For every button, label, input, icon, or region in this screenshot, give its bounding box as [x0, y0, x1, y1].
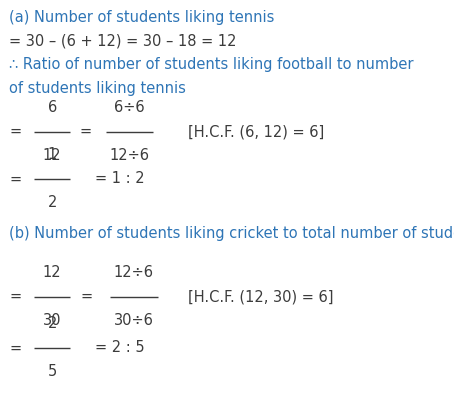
- Text: 1: 1: [48, 147, 57, 162]
- Text: [H.C.F. (6, 12) = 6]: [H.C.F. (6, 12) = 6]: [188, 124, 325, 139]
- Text: = 1 : 2: = 1 : 2: [95, 171, 145, 186]
- Text: =: =: [9, 124, 21, 139]
- Text: 6: 6: [48, 100, 57, 115]
- Text: 5: 5: [48, 364, 57, 379]
- Text: =: =: [9, 340, 21, 355]
- Text: 2: 2: [48, 195, 57, 210]
- Text: =: =: [9, 289, 21, 304]
- Text: 6÷6: 6÷6: [114, 100, 145, 115]
- Text: (a) Number of students liking tennis: (a) Number of students liking tennis: [9, 10, 275, 25]
- Text: 12÷6: 12÷6: [109, 148, 149, 163]
- Text: =: =: [81, 289, 93, 304]
- Text: (b) Number of students liking cricket to total number of students: (b) Number of students liking cricket to…: [9, 226, 454, 241]
- Text: [H.C.F. (12, 30) = 6]: [H.C.F. (12, 30) = 6]: [188, 289, 334, 304]
- Text: 12: 12: [43, 148, 62, 163]
- Text: 2: 2: [48, 316, 57, 331]
- Text: = 30 – (6 + 12) = 30 – 18 = 12: = 30 – (6 + 12) = 30 – 18 = 12: [9, 34, 237, 49]
- Text: 30: 30: [43, 313, 61, 328]
- Text: =: =: [9, 171, 21, 186]
- Text: = 2 : 5: = 2 : 5: [95, 340, 145, 355]
- Text: 12: 12: [43, 265, 62, 280]
- Text: ∴ Ratio of number of students liking football to number: ∴ Ratio of number of students liking foo…: [9, 57, 414, 72]
- Text: 12÷6: 12÷6: [114, 265, 154, 280]
- Text: of students liking tennis: of students liking tennis: [9, 81, 186, 96]
- Text: 30÷6: 30÷6: [114, 313, 154, 328]
- Text: =: =: [79, 124, 92, 139]
